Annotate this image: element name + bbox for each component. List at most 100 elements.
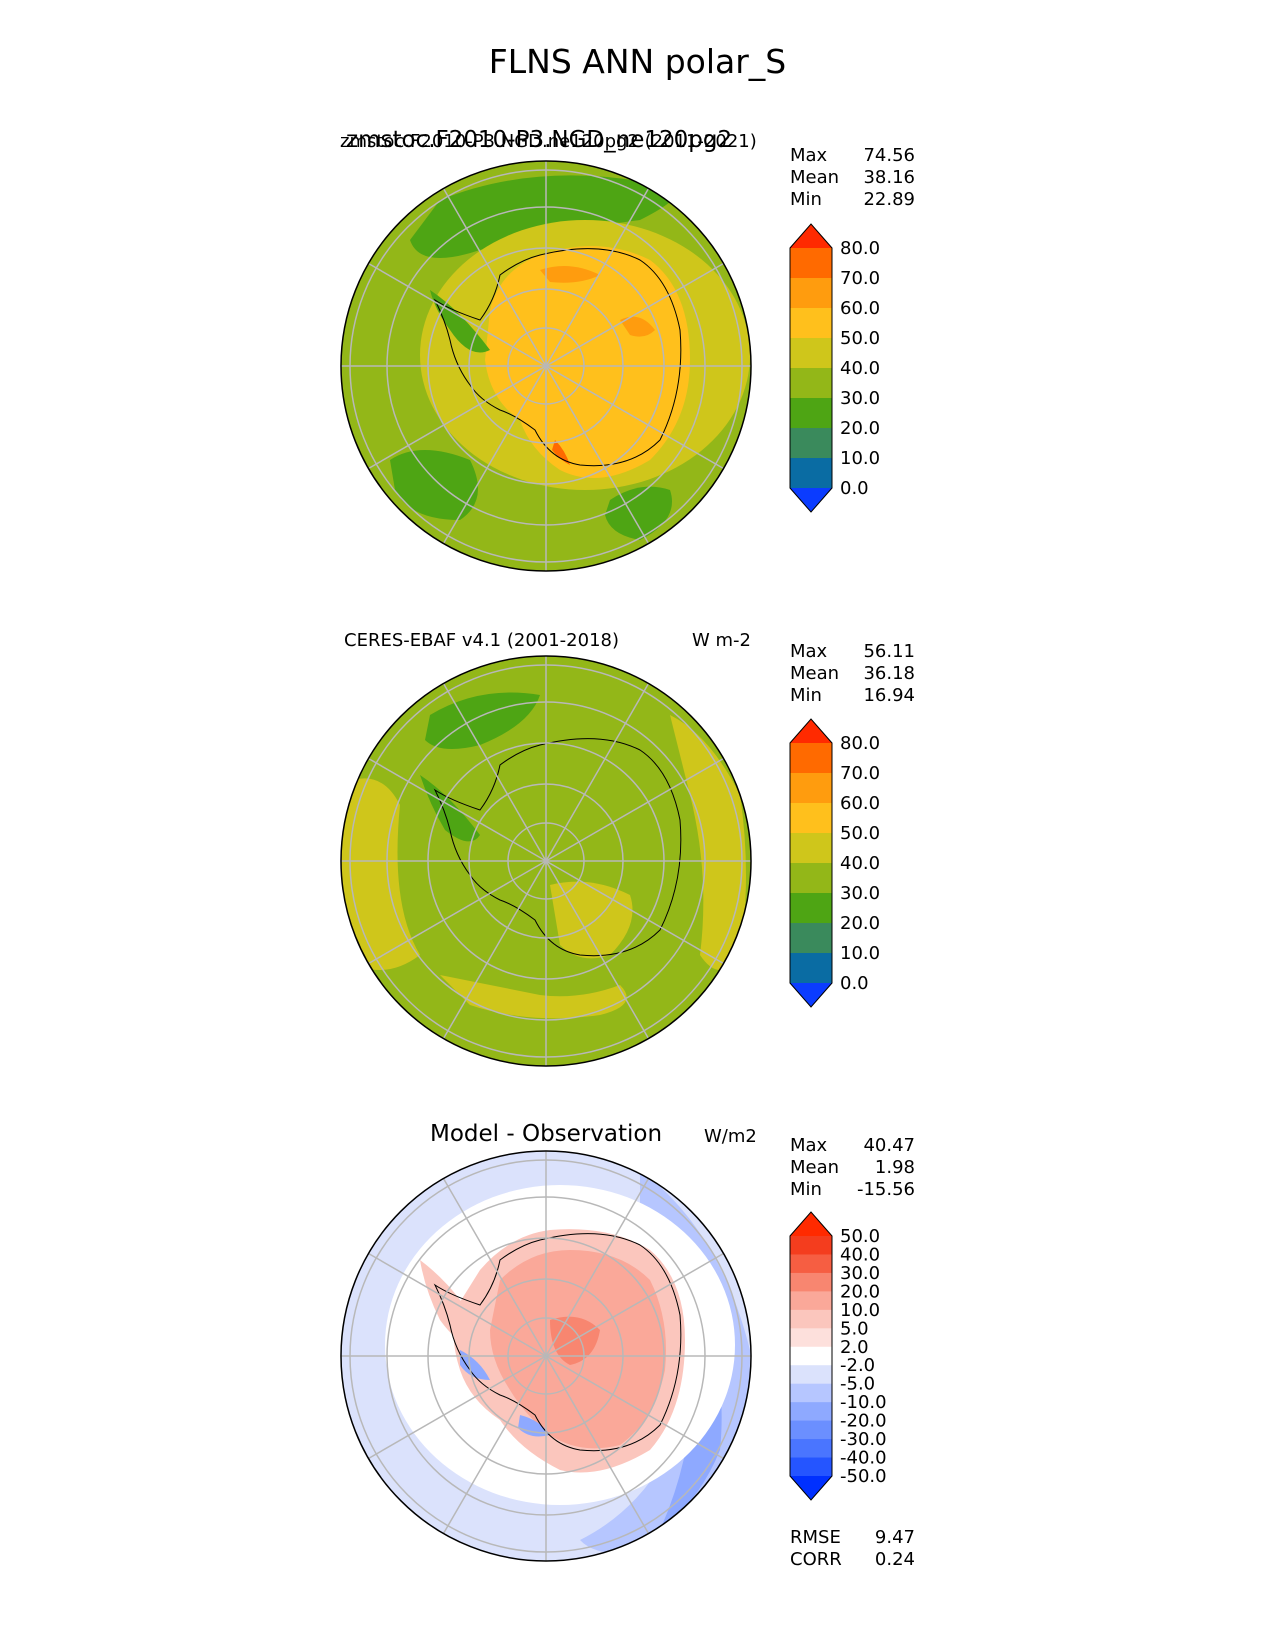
panel-diff-metrics: RMSE 9.47 CORR 0.24 — [790, 1527, 915, 1575]
stat-value: 36.18 — [863, 663, 915, 684]
stat-value: 38.16 — [863, 167, 915, 188]
colorbar-segment — [790, 1328, 832, 1348]
panel-diff-units: W/m2 — [704, 1126, 757, 1147]
colorbar-tick-label: 30.0 — [840, 388, 880, 409]
panel-ref-units: W m-2 — [692, 630, 752, 651]
colorbar-segment — [790, 1291, 832, 1311]
stat-value: 22.89 — [863, 189, 915, 210]
colorbar-tick-label: 20.0 — [840, 913, 880, 934]
panel-test-stats: Max 74.56 Mean 38.16 Min 22.89 — [790, 145, 915, 215]
colorbar-tick-label: 40.0 — [840, 1244, 880, 1265]
colorbar-segment — [790, 743, 832, 774]
colorbar-segment — [790, 1309, 832, 1329]
colorbar-segment — [790, 1272, 832, 1292]
colorbar-tick-label: 30.0 — [840, 883, 880, 904]
colorbar-tick-label: 5.0 — [840, 1318, 869, 1339]
colorbar-tick-label: 80.0 — [840, 733, 880, 754]
colorbar-tick-label: 60.0 — [840, 298, 880, 319]
figure-title: FLNS ANN polar_S — [488, 42, 787, 81]
stat-label: Mean — [790, 1157, 840, 1178]
panel-ref-stats: Max 56.11 Mean 36.18 Min 16.94 — [790, 641, 915, 711]
stat-value: 16.94 — [863, 685, 915, 706]
panel-ref-polar-map — [340, 655, 752, 1067]
colorbar-tick-label: 70.0 — [840, 763, 880, 784]
panel-ref-graticule — [341, 656, 751, 1066]
metric-value: 9.47 — [874, 1527, 915, 1548]
colorbar-tick-label: 20.0 — [840, 418, 880, 439]
stat-label: Mean — [790, 663, 840, 684]
colorbar-segment — [790, 863, 832, 894]
panel-test-colorbar: 0.0 10.0 20.0 30.0 40.0 50.0 60.0 70.0 80.0 — [789, 223, 880, 513]
colorbar-tick-label: 50.0 — [840, 1226, 880, 1247]
panel-diff-colorbar: -50.0-40.0-30.0-20.0-10.0-5.0-2.02.05.01… — [789, 1211, 887, 1501]
colorbar-extend-max — [790, 224, 832, 248]
colorbar-tick-label: 10.0 — [840, 448, 880, 469]
colorbar-segment — [790, 1439, 832, 1459]
colorbar-segment — [790, 893, 832, 924]
colorbar-extend-max — [790, 719, 832, 743]
colorbar-segment — [790, 1402, 832, 1422]
colorbar-segment — [790, 248, 832, 279]
colorbar-tick-label: -50.0 — [840, 1466, 887, 1487]
panel-diff-graticule — [341, 1151, 751, 1561]
stat-value: 1.98 — [874, 1157, 915, 1178]
colorbar-segment — [790, 923, 832, 954]
metric-label: CORR — [790, 1549, 842, 1570]
stat-value: 74.56 — [863, 145, 915, 166]
colorbar-tick-label: 10.0 — [840, 1300, 880, 1321]
colorbar-tick-label: 80.0 — [840, 238, 880, 259]
panel-diff-title: Model - Observation — [430, 1121, 663, 1147]
colorbar-tick-label: -40.0 — [840, 1448, 887, 1469]
colorbar-tick-label: 40.0 — [840, 358, 880, 379]
colorbar-segment — [790, 398, 832, 429]
colorbar-tick-label: -5.0 — [840, 1374, 875, 1395]
colorbar-tick-label: 20.0 — [840, 1281, 880, 1302]
colorbar-segment — [790, 1383, 832, 1403]
colorbar-tick-label: 0.0 — [840, 973, 869, 994]
metric-value: 0.24 — [874, 1549, 915, 1570]
colorbar-segment — [790, 1254, 832, 1274]
panel-diff-polar-map — [340, 1150, 752, 1562]
panel-test-title-overlay: zmstoc.F2010-P3.NGD_ne120pg2 — [346, 127, 733, 153]
metric-label: RMSE — [790, 1527, 841, 1548]
colorbar-tick-label: 60.0 — [840, 793, 880, 814]
stat-label: Min — [790, 685, 822, 706]
colorbar-segment — [790, 1346, 832, 1366]
stat-label: Mean — [790, 167, 840, 188]
colorbar-tick-label: 2.0 — [840, 1337, 869, 1358]
colorbar-segment — [790, 773, 832, 804]
stat-value: 56.11 — [863, 641, 915, 662]
colorbar-tick-label: -20.0 — [840, 1411, 887, 1432]
colorbar-segment — [790, 278, 832, 309]
colorbar-extend-min — [790, 488, 832, 512]
stat-label: Min — [790, 189, 822, 210]
panel-test-polar-map — [340, 160, 752, 572]
colorbar-segment — [790, 458, 832, 489]
colorbar-segment — [790, 428, 832, 459]
colorbar-segment — [790, 368, 832, 399]
colorbar-tick-label: -2.0 — [840, 1355, 875, 1376]
panel-ref-title: CERES-EBAF v4.1 (2001-2018) — [344, 630, 620, 651]
colorbar-outline — [789, 1211, 833, 1501]
panel-diff-stats: Max 40.47 Mean 1.98 Min -15.56 — [790, 1135, 915, 1205]
colorbar-segment — [790, 1365, 832, 1385]
colorbar-segment — [790, 308, 832, 339]
colorbar-outline — [789, 718, 833, 1008]
colorbar-segment — [790, 833, 832, 864]
panel-test-graticule — [341, 161, 751, 571]
stat-label: Max — [790, 1135, 828, 1156]
colorbar-tick-label: 70.0 — [840, 268, 880, 289]
colorbar-extend-min — [790, 1476, 832, 1500]
colorbar-tick-label: 30.0 — [840, 1263, 880, 1284]
colorbar-tick-label: 50.0 — [840, 328, 880, 349]
colorbar-tick-label: 40.0 — [840, 853, 880, 874]
stat-value: 40.47 — [863, 1135, 915, 1156]
colorbar-segment — [790, 1236, 832, 1255]
colorbar-tick-label: -10.0 — [840, 1392, 887, 1413]
colorbar-segment — [790, 803, 832, 834]
panel-test-title: zmstoc.F2010-P3.NGD.ne120pg2 (2011-2021) — [340, 131, 757, 152]
colorbar-tick-label: 0.0 — [840, 478, 869, 499]
colorbar-segment — [790, 338, 832, 369]
colorbar-segment — [790, 1420, 832, 1440]
panel-ref-colorbar: 0.0 10.0 20.0 30.0 40.0 50.0 60.0 70.0 80.0 — [789, 718, 880, 1008]
